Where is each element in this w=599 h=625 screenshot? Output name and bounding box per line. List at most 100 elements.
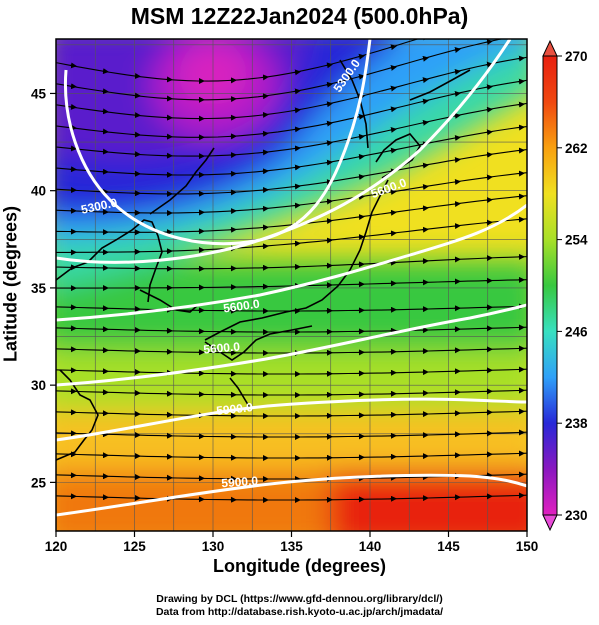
streamline [56, 79, 527, 138]
streamline [56, 279, 527, 289]
credit-line-data: Data from http://database.rish.kyoto-u.a… [155, 606, 444, 618]
streamline [56, 56, 527, 120]
colorbar-tick-label: 262 [565, 141, 588, 156]
x-tick-label: 130 [202, 539, 225, 554]
contour-label: 5900.0 [216, 400, 254, 418]
streamline-arrow [421, 77, 429, 84]
x-tick-label: 125 [123, 539, 146, 554]
streamline-arrow [389, 126, 397, 133]
streamline-arrow [518, 12, 524, 13]
streamline-arrow [293, 69, 301, 76]
y-tick-label: 30 [31, 378, 46, 393]
streamline [56, 195, 527, 233]
colorbar-tick-label: 246 [565, 324, 588, 339]
colorbar-tick-label: 254 [565, 233, 588, 248]
x-axis-label: Longitude (degrees) [212, 556, 386, 576]
streamline-arrow [325, 101, 333, 108]
streamline [56, 326, 527, 333]
x-tick-label: 150 [516, 539, 539, 554]
x-tick-label: 120 [45, 539, 68, 554]
streamline-arrow [421, 98, 429, 105]
streamline-arrow [357, 133, 365, 140]
streamline-arrow [357, 214, 365, 221]
contour-label: 5600.0 [203, 339, 241, 356]
streamline-arrow [517, 78, 525, 85]
streamline-arrow [293, 145, 301, 152]
streamline-arrow [261, 93, 269, 100]
streamline-arrow [454, 27, 460, 28]
streamline [56, 172, 527, 214]
streamline-arrow [357, 73, 365, 80]
streamline-arrow [357, 153, 365, 160]
streamline [56, 305, 527, 312]
contour-label: 5900.0 [221, 474, 259, 491]
colorbar-tick-label: 270 [565, 49, 588, 64]
streamline-arrow [325, 159, 333, 166]
streamline-arrow [453, 157, 461, 163]
streamline-arrow [517, 55, 525, 62]
streamline-arrow [293, 126, 301, 133]
streamline-arrow [101, 128, 109, 135]
streamline-arrow [293, 183, 301, 190]
streamline-arrow [325, 198, 333, 205]
streamline-arrow [293, 88, 301, 95]
colorbar-min-arrow [542, 514, 558, 532]
streamline-arrow [453, 134, 461, 141]
streamline-arrow [453, 112, 461, 119]
streamline-arrow [325, 81, 333, 88]
streamline-arrow [389, 44, 397, 51]
y-tick-label: 45 [31, 86, 47, 101]
streamline-arrow [485, 151, 493, 158]
streamline [56, 494, 527, 501]
streamline-arrow [485, 129, 493, 136]
height-contours [56, 39, 527, 517]
streamline [56, 389, 527, 396]
streamline-arrow [453, 179, 461, 185]
streamline-arrow [389, 209, 397, 216]
y-tick-label: 25 [31, 475, 47, 490]
streamline-arrow [389, 230, 397, 237]
y-tick-label: 35 [31, 281, 47, 296]
streamline-arrow [261, 74, 269, 81]
streamline-arrow [261, 130, 269, 137]
streamline-arrow [293, 164, 301, 171]
streamline-arrow [325, 140, 333, 147]
streamline-arrow [69, 62, 77, 69]
streamline-arrow [421, 119, 429, 126]
wind-streamlines [56, 12, 527, 503]
streamline-arrow [325, 237, 333, 244]
streamline-arrow [453, 47, 461, 53]
streamline-arrow [325, 120, 333, 127]
coastlines [56, 59, 471, 461]
colorbar-ticks: 230 238 246 254 262 270 [557, 49, 588, 523]
streamline [56, 39, 420, 82]
streamline [56, 452, 527, 459]
streamline-arrow [357, 173, 365, 180]
colorbar: 230 238 246 254 262 270 [542, 39, 588, 532]
colorbar-tick-label: 238 [565, 416, 588, 431]
streamline-arrow [421, 183, 429, 190]
streamline-arrow [486, 19, 492, 20]
streamline-arrow [325, 218, 333, 225]
streamline-arrow [421, 162, 429, 169]
streamline-arrow [69, 83, 77, 90]
streamline [56, 102, 527, 157]
streamline [56, 218, 527, 253]
streamline [56, 256, 527, 270]
temperature-field: 5300.05300.05600.05600.05600.05900.05900… [56, 12, 527, 531]
streamline-arrow [485, 84, 493, 91]
x-axis-ticks: 120 125 130 135 140 145 150 [45, 531, 539, 554]
streamline [56, 39, 504, 101]
streamline [56, 410, 527, 417]
streamline-arrow [421, 55, 429, 62]
streamline [56, 368, 527, 375]
streamline-arrow [485, 174, 493, 181]
streamline-arrow [389, 85, 397, 92]
streamline-arrow [101, 68, 109, 75]
streamline-arrow [389, 106, 397, 113]
streamline-arrow [389, 147, 397, 154]
streamline-arrow [517, 101, 525, 108]
streamline-arrow [517, 124, 525, 131]
colorbar-scale [542, 55, 558, 516]
